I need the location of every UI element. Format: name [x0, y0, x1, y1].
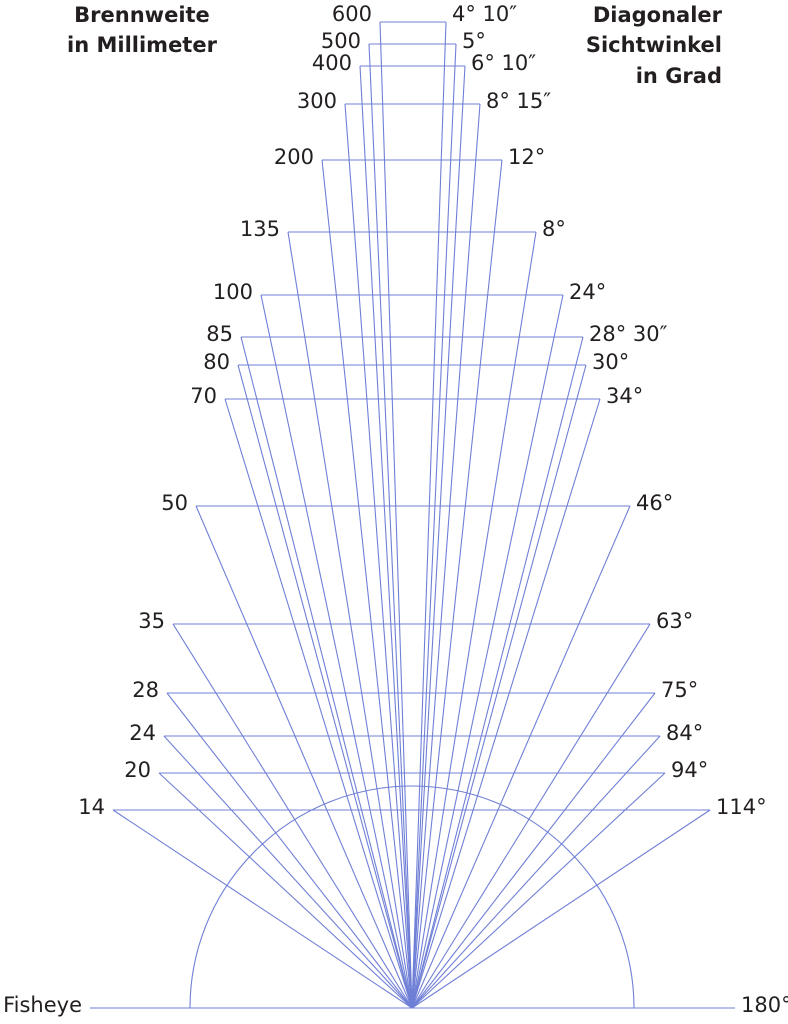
ray [411, 294, 564, 1009]
focal-label: 300 [297, 89, 337, 113]
angle-label: 8° 15″ [486, 89, 551, 113]
focal-label: 80 [203, 350, 230, 374]
angle-label: 75° [661, 678, 698, 702]
ray [411, 103, 481, 1009]
ray [359, 65, 413, 1009]
ray [411, 505, 631, 1009]
header-right: Diagonaler [593, 3, 723, 27]
angle-label: 30° [592, 350, 629, 374]
ray [411, 772, 666, 1009]
angle-label: 114° [716, 795, 767, 819]
angle-label: 6° 10″ [471, 51, 536, 75]
ray [368, 43, 413, 1009]
ray [158, 772, 413, 1009]
ray [321, 159, 413, 1009]
header-left: Brennweite [74, 3, 210, 27]
ray [344, 103, 413, 1009]
ray [411, 43, 457, 1009]
angle-label: 8° [542, 217, 566, 241]
focal-label: 14 [78, 795, 105, 819]
header-right: in Grad [636, 64, 722, 88]
angle-label: 94° [671, 758, 708, 782]
focal-label: 500 [321, 29, 361, 53]
angle-label: 5° [462, 29, 486, 53]
header-right: Sichtwinkel [586, 33, 722, 57]
angle-label: 12° [508, 145, 545, 169]
focal-label: 400 [312, 51, 352, 75]
ray [172, 623, 413, 1009]
ray [287, 231, 413, 1009]
focal-label: 35 [138, 609, 165, 633]
focal-label: 85 [206, 322, 233, 346]
ray [379, 21, 413, 1009]
focal-label: 24 [129, 721, 156, 745]
ray [411, 735, 661, 1009]
ray [411, 692, 656, 1009]
ray [411, 623, 651, 1009]
ray [195, 505, 413, 1009]
ray [411, 65, 466, 1009]
header-left: in Millimeter [67, 33, 218, 57]
ray [411, 21, 447, 1009]
arc [189, 785, 635, 1009]
focal-label: 135 [240, 217, 280, 241]
ray [163, 735, 413, 1009]
ray [411, 231, 537, 1009]
angle-label: 4° 10″ [452, 2, 517, 26]
angle-label: 28° 30″ [589, 322, 668, 346]
focal-label: 600 [332, 2, 372, 26]
focal-label: Fisheye [3, 993, 82, 1017]
ray [240, 336, 413, 1009]
ray [237, 364, 413, 1009]
angle-label: 84° [666, 721, 703, 745]
ray [411, 159, 503, 1009]
focal-label: 100 [213, 280, 253, 304]
focal-label: 20 [124, 758, 151, 782]
angle-label: 46° [636, 491, 673, 515]
focal-label: 28 [132, 678, 159, 702]
ray [224, 398, 413, 1009]
angle-label: 34° [606, 384, 643, 408]
ray [411, 336, 584, 1009]
ray [411, 809, 711, 1009]
angle-label: 180° [741, 993, 788, 1017]
focal-label: 200 [274, 145, 314, 169]
angle-label: 63° [656, 609, 693, 633]
ray [411, 364, 587, 1009]
ray [112, 809, 413, 1009]
focal-label: 70 [190, 384, 217, 408]
ray [166, 692, 413, 1009]
ray [260, 294, 413, 1009]
angle-label: 24° [569, 280, 606, 304]
focal-label: 50 [161, 491, 188, 515]
ray [411, 398, 601, 1009]
